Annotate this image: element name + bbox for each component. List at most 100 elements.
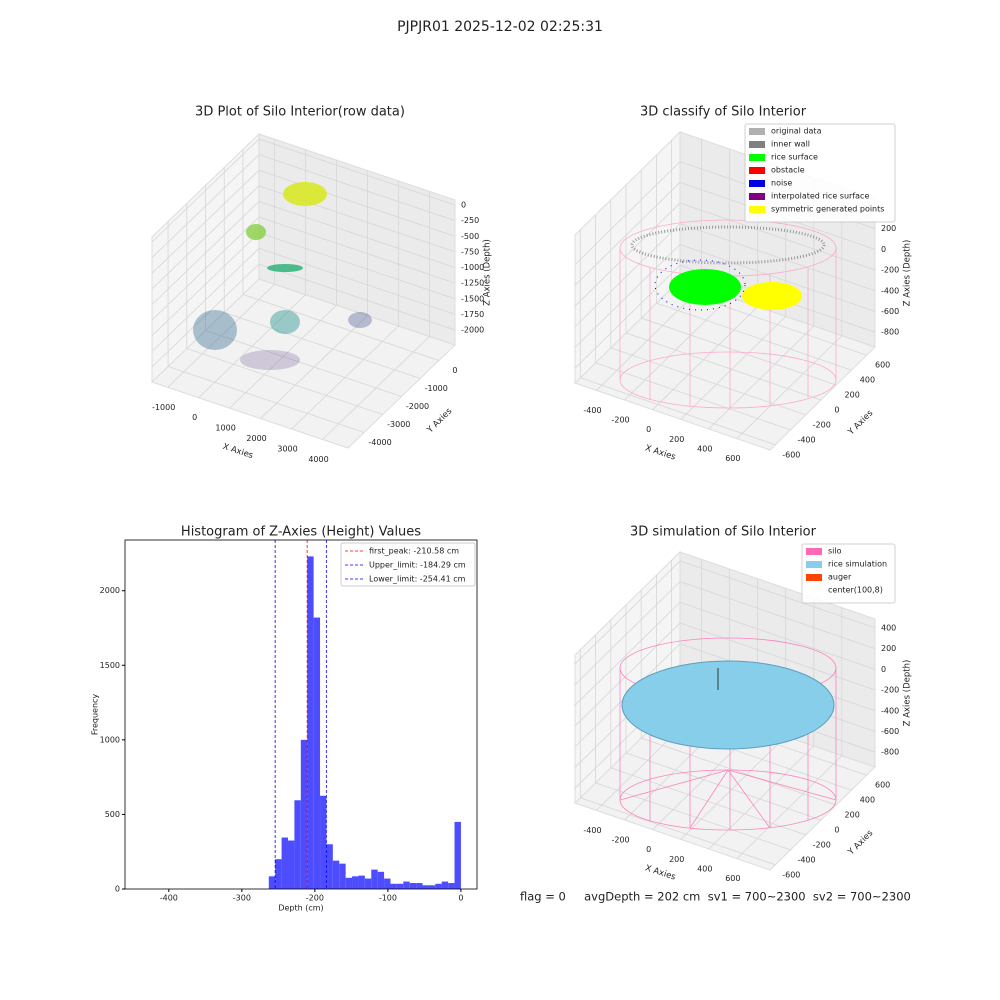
z-axis-label: Z Axies (Depth) xyxy=(483,239,493,306)
y-tick-label: 200 xyxy=(845,391,860,400)
grid-line xyxy=(574,202,681,307)
grid-line xyxy=(656,302,852,371)
z-tick-label: -1000 xyxy=(461,263,484,272)
histogram-bar xyxy=(454,821,461,889)
legend-swatch xyxy=(806,587,822,594)
grid-line xyxy=(258,154,456,222)
y-tick-label: 400 xyxy=(860,796,875,805)
histogram-bar xyxy=(435,883,442,889)
grid-line xyxy=(242,294,440,361)
left-pane xyxy=(574,550,681,805)
z-axis-label: Z Axies (Depth) xyxy=(903,660,913,727)
x-tick-label: 200 xyxy=(669,435,684,444)
legend-label: Lower_limit: -254.41 cm xyxy=(369,575,466,584)
histogram-bar xyxy=(320,795,327,889)
histogram-bar xyxy=(332,860,340,889)
legend-label: original data xyxy=(771,127,822,136)
left-pane xyxy=(574,130,681,385)
histogram-bar xyxy=(313,617,321,889)
grid-line xyxy=(151,169,260,274)
legend-swatch xyxy=(749,141,765,148)
y-tick-label: 0 xyxy=(452,366,457,375)
histogram-bar xyxy=(352,876,359,889)
z-tick-label: 200 xyxy=(881,224,896,233)
legend-swatch xyxy=(749,193,765,200)
grid-line xyxy=(679,601,876,670)
y-tick-label: 2000 xyxy=(100,586,120,595)
z-tick-label: 200 xyxy=(881,644,896,653)
y-tick-label: -600 xyxy=(782,450,800,459)
histogram-bar xyxy=(294,800,301,889)
y-axis-label: Frequency xyxy=(91,694,100,736)
x-tick-label: -200 xyxy=(611,836,629,845)
z-axis-label: Z Axies (Depth) xyxy=(903,240,913,307)
symmetric-sketch xyxy=(742,282,802,310)
histogram-bar xyxy=(288,840,295,889)
histogram-bar xyxy=(396,883,404,889)
y-tick-label: 600 xyxy=(875,361,890,370)
y-tick-label: -1000 xyxy=(425,384,448,393)
x-tick-label: 400 xyxy=(697,864,712,873)
grid-line xyxy=(167,366,365,433)
histogram-bar xyxy=(384,878,391,889)
grid-line xyxy=(679,581,876,649)
legend-label: inner wall xyxy=(771,140,810,149)
y-tick-label: 600 xyxy=(875,781,890,790)
z-tick-label: -500 xyxy=(461,232,479,241)
z-tick-label: -400 xyxy=(881,706,899,715)
y-tick-label: -4000 xyxy=(368,438,391,447)
grid-line xyxy=(736,335,843,439)
y-tick-label: -600 xyxy=(782,870,800,879)
grid-line xyxy=(574,602,681,706)
legend-box xyxy=(340,542,476,587)
grid-line xyxy=(205,330,402,397)
histogram-bar xyxy=(307,556,314,889)
rice-simulation-sketch xyxy=(621,660,835,750)
z-tick-label: -200 xyxy=(881,686,899,695)
x-tick-label: -400 xyxy=(583,406,601,415)
y-tick-label: -2000 xyxy=(406,402,429,411)
histogram-bar xyxy=(339,863,346,889)
grid-line xyxy=(679,560,876,629)
grid-line xyxy=(596,287,702,391)
histogram-bar xyxy=(345,877,353,889)
legend-swatch xyxy=(749,167,765,174)
raw-cloud xyxy=(193,182,372,370)
z-tick-label: -200 xyxy=(881,266,899,275)
y-tick-label: 1000 xyxy=(100,735,120,744)
legend-swatch xyxy=(806,574,822,581)
z-tick-label: -400 xyxy=(881,286,899,295)
y-tick-label: 500 xyxy=(105,810,120,819)
legend-label: silo xyxy=(828,547,842,556)
grid-line xyxy=(151,216,260,321)
z-tick-label: 0 xyxy=(881,665,886,674)
z-tick-label: -1750 xyxy=(461,310,484,319)
grid-line xyxy=(641,317,837,386)
grid-line xyxy=(574,161,681,265)
y-tick-label: -400 xyxy=(797,435,815,444)
legend-box xyxy=(744,123,896,223)
x-tick-label: 0 xyxy=(646,425,651,434)
grid-line xyxy=(679,244,876,312)
histogram-bar xyxy=(409,883,417,889)
histogram-bar xyxy=(268,876,276,889)
grid-line xyxy=(151,185,260,290)
panel-title: Histogram of Z-Axies (Height) Values xyxy=(181,525,421,540)
grid-line xyxy=(258,201,456,268)
histogram-bar xyxy=(275,859,282,889)
legend-label: auger xyxy=(828,573,852,582)
grid-line xyxy=(151,154,260,258)
legend-swatch xyxy=(749,180,765,187)
legend-box xyxy=(801,543,896,604)
z-tick-label: 400 xyxy=(881,623,896,632)
grid-line xyxy=(574,182,681,286)
z-tick-label: -250 xyxy=(461,216,479,225)
z-tick-label: 0 xyxy=(881,245,886,254)
grid-line xyxy=(151,263,260,368)
grid-line xyxy=(625,752,822,821)
grid-line xyxy=(151,248,260,352)
grid-line xyxy=(574,622,681,727)
histogram-bar xyxy=(448,883,455,889)
panel-title: 3D simulation of Silo Interior xyxy=(630,525,817,540)
